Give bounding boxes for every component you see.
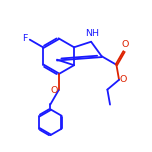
Text: O: O [120,75,127,84]
Text: O: O [121,40,128,49]
Text: NH: NH [85,29,99,38]
Text: F: F [23,34,28,43]
Text: O: O [50,86,58,95]
